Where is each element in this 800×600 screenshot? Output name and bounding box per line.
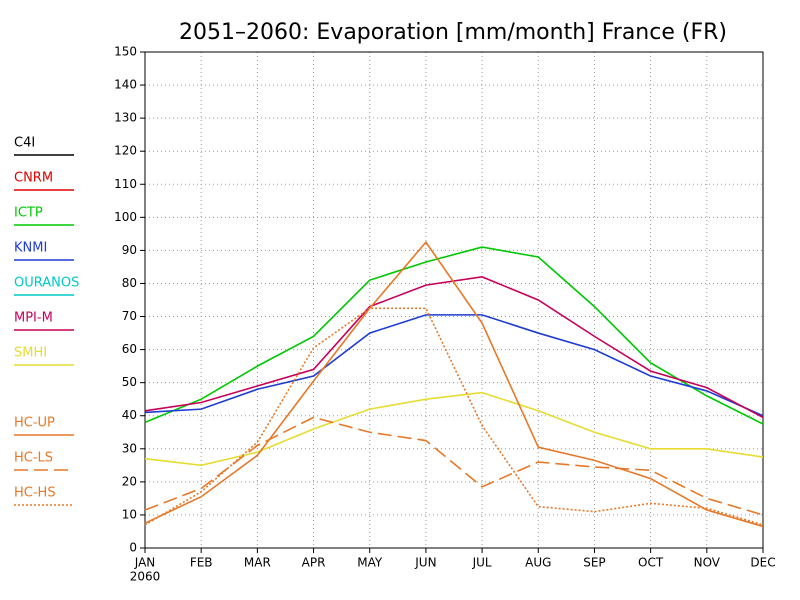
y-tick-label: 90: [122, 243, 137, 257]
legend-label: ICTP: [14, 206, 43, 221]
series-line: [144, 314, 764, 417]
legend-label: OURANOS: [14, 276, 79, 291]
x-tick-label: APR: [302, 556, 326, 570]
y-tick-label: 20: [122, 474, 137, 488]
y-tick-label: 60: [122, 342, 137, 356]
x-tick-label: SEP: [583, 556, 605, 570]
x-tick-label: JAN: [134, 556, 156, 570]
y-tick-label: 10: [122, 507, 137, 521]
legend-label: C4I: [14, 136, 35, 151]
legend-label: KNMI: [14, 241, 47, 256]
x-tick-label: JUN: [414, 556, 436, 570]
x-tick-label: JUL: [472, 556, 492, 570]
series-line: [144, 391, 764, 467]
series-line: [144, 246, 764, 425]
chart-title: 2051–2060: Evaporation [mm/month] France…: [179, 20, 727, 45]
y-tick-label: 40: [122, 408, 137, 422]
y-tick-label: 150: [114, 45, 137, 59]
x-tick-label: MAR: [244, 556, 271, 570]
series-line: [144, 276, 764, 419]
series-line: [144, 416, 764, 516]
x-tick-label: OCT: [638, 556, 664, 570]
y-tick-label: 140: [114, 78, 137, 92]
plot-frame: [144, 51, 764, 549]
series-line: [144, 240, 764, 528]
x-tick-label: AUG: [525, 556, 551, 570]
x-tick-label: DEC: [750, 556, 775, 570]
y-tick-label: 110: [114, 177, 137, 191]
y-tick-label: 30: [122, 441, 137, 455]
y-tick-label: 120: [114, 144, 137, 158]
legend-label: HC-UP: [14, 416, 55, 431]
legend-label: SMHI: [14, 346, 47, 361]
year-label: 2060: [130, 570, 161, 584]
series-line: [144, 307, 764, 526]
legend-label: MPI-M: [14, 311, 53, 326]
legend-label: HC-HS: [14, 486, 56, 501]
y-tick-label: 70: [122, 309, 137, 323]
y-tick-label: 0: [129, 541, 137, 555]
y-tick-label: 100: [114, 210, 137, 224]
legend-label: CNRM: [14, 171, 53, 186]
y-tick-label: 80: [122, 276, 137, 290]
x-tick-label: FEB: [190, 556, 213, 570]
y-tick-label: 130: [114, 111, 137, 125]
x-tick-label: MAY: [357, 556, 383, 570]
legend-label: HC-LS: [14, 451, 53, 466]
y-tick-label: 50: [122, 375, 137, 389]
x-tick-label: NOV: [694, 556, 721, 570]
